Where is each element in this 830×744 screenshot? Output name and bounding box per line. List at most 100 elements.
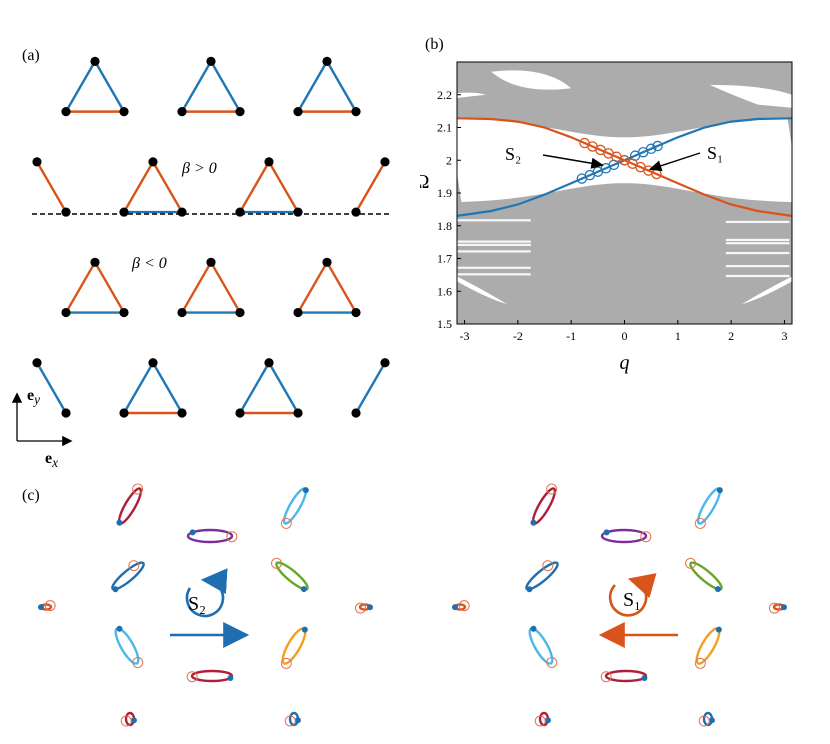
panel-a-label: (a) xyxy=(22,47,40,64)
lattice-site xyxy=(351,408,361,418)
mode-label-s2: S₂ xyxy=(188,593,206,615)
band-gap xyxy=(491,70,572,90)
bond xyxy=(64,261,97,314)
lattice-site xyxy=(264,157,274,167)
mode-ellipse xyxy=(280,626,308,669)
mode-ellipse xyxy=(698,711,715,727)
lattice-site xyxy=(264,358,274,368)
bond xyxy=(325,261,358,314)
mode-ellipse xyxy=(271,557,309,593)
band-gap xyxy=(709,84,792,108)
basis-vectors xyxy=(11,392,73,447)
bond xyxy=(296,60,329,113)
bond xyxy=(354,161,387,213)
blue-marker xyxy=(652,140,663,152)
bond xyxy=(267,362,300,414)
lattice-site xyxy=(61,107,71,117)
rotation-arrow-s2 xyxy=(185,568,228,618)
y-tick-label: 2.2 xyxy=(437,88,452,102)
bond xyxy=(35,362,68,414)
bond xyxy=(151,362,184,414)
mode-ellipse xyxy=(452,600,470,612)
bond xyxy=(122,362,155,414)
lattice-site xyxy=(61,307,71,318)
y-tick-label: 2 xyxy=(446,153,452,167)
y-tick-label: 2.1 xyxy=(437,121,452,135)
bond xyxy=(267,161,300,213)
lattice-site xyxy=(351,107,361,117)
lattice-site xyxy=(293,307,303,318)
x-tick-label: -2 xyxy=(513,329,523,343)
panel-c-label: (c) xyxy=(22,487,40,504)
mode-shapes: S₂ S₁ xyxy=(38,483,787,727)
lattice-site xyxy=(177,207,187,217)
band-streak xyxy=(725,265,790,268)
y-tick-label: 1.7 xyxy=(437,252,452,266)
lattice-site xyxy=(90,257,100,267)
mode-ellipse xyxy=(280,487,309,529)
lattice-site xyxy=(322,257,332,267)
dispersion-chart: -3 -2 -1 0 1 2 3 1.5 1.6 1.7 1.8 1.9 2 2.1 2.2 q Ω S₂ S₁ xyxy=(420,61,793,374)
mode-ellipse xyxy=(114,625,144,668)
mode-ellipse xyxy=(600,528,652,544)
x-tick-label: 3 xyxy=(781,329,787,343)
band-gap xyxy=(457,276,508,305)
bond xyxy=(238,161,271,213)
lattice-site xyxy=(32,157,42,167)
y-tick-label: 1.6 xyxy=(437,284,452,298)
bond xyxy=(209,261,242,314)
lattice-site xyxy=(32,358,42,368)
ey-label: ey xyxy=(27,387,41,408)
mode-label-s1: S₁ xyxy=(623,589,641,611)
bond xyxy=(325,60,358,113)
x-tick-label: -1 xyxy=(566,329,576,343)
bond xyxy=(296,261,329,314)
band-gap xyxy=(741,276,792,305)
lattice-site xyxy=(119,207,129,217)
lattice-site xyxy=(61,408,71,418)
x-axis-label: q xyxy=(620,352,630,374)
mode-ellipse xyxy=(528,625,558,668)
annotation-arrow-s2 xyxy=(542,154,604,169)
rotation-arrow-s1 xyxy=(608,573,657,617)
lattice-site xyxy=(235,207,245,217)
lattice-site xyxy=(119,307,129,318)
mode-ellipse xyxy=(525,560,559,593)
lattice-site xyxy=(148,358,158,368)
mode-ellipse xyxy=(530,483,558,526)
band-streak xyxy=(725,238,790,242)
lattice-site xyxy=(235,307,245,318)
lattice-site xyxy=(119,408,129,418)
lattice-site xyxy=(206,257,216,267)
bulk-bands xyxy=(457,62,792,324)
mode-ellipse xyxy=(116,483,144,526)
mode-ellipse xyxy=(694,626,722,669)
kagome-lattice xyxy=(32,56,392,418)
lattice-site xyxy=(177,307,187,318)
bond xyxy=(93,261,126,314)
mode-ellipse xyxy=(694,487,723,529)
lattice-site xyxy=(293,207,303,217)
annotation-arrow-s1 xyxy=(648,152,701,172)
band-streak xyxy=(457,273,531,276)
bond xyxy=(35,161,68,213)
lattice-site xyxy=(293,107,303,117)
band-streak xyxy=(725,220,790,224)
x-tick-label: 1 xyxy=(675,329,681,343)
panel-b-label: (b) xyxy=(425,36,444,53)
region-beta-negative: β < 0 xyxy=(132,255,167,272)
mode-ellipse xyxy=(38,600,56,612)
band-streak xyxy=(725,274,790,278)
x-tick-label: 2 xyxy=(728,329,734,343)
bond xyxy=(151,161,184,213)
lattice-site xyxy=(322,56,332,66)
band-streak xyxy=(457,250,531,253)
mode-ellipse xyxy=(685,557,723,593)
blue-marker xyxy=(645,143,657,155)
bond xyxy=(180,261,213,314)
lattice-site xyxy=(351,307,361,318)
lattice-site xyxy=(235,107,245,117)
ex-label: ex xyxy=(45,450,59,471)
lattice-site xyxy=(380,157,390,167)
